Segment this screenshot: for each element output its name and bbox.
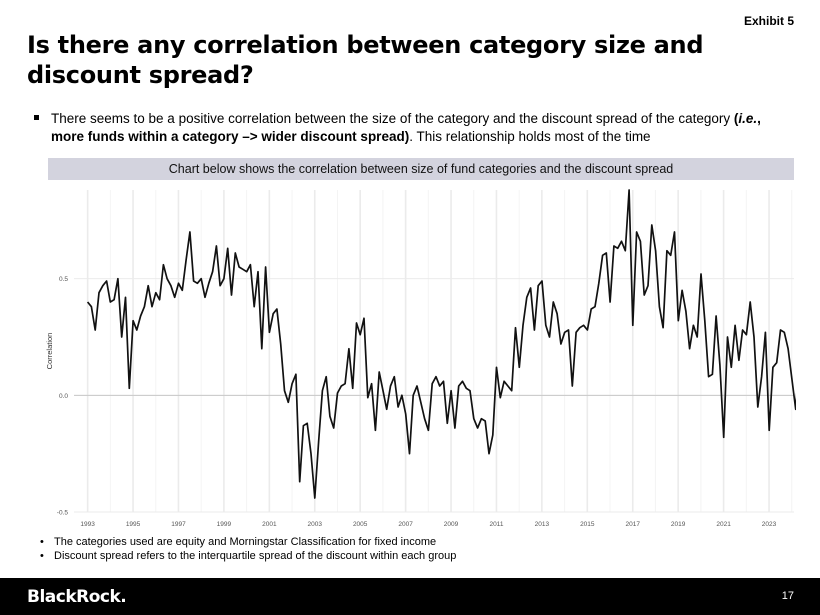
bullet-dot-icon: • xyxy=(40,536,44,548)
x-tick-label: 2007 xyxy=(398,521,413,528)
x-tick-label: 2005 xyxy=(353,521,368,528)
x-tick-label: 1993 xyxy=(80,521,95,528)
bullet-dot-icon: • xyxy=(40,550,44,562)
x-tick-label: 1999 xyxy=(217,521,232,528)
x-tick-label: 2011 xyxy=(489,521,503,528)
square-bullet-icon xyxy=(34,115,39,120)
chart-caption-banner: Chart below shows the correlation betwee… xyxy=(48,158,794,180)
x-tick-label: 2001 xyxy=(262,521,277,528)
footnote-item: • The categories used are equity and Morn… xyxy=(40,536,437,548)
page-number: 17 xyxy=(781,590,794,602)
x-tick-label: 2015 xyxy=(580,521,595,528)
y-tick-label: 0.5 xyxy=(59,276,68,283)
exhibit-label: Exhibit 5 xyxy=(743,14,794,28)
x-tick-label: 2023 xyxy=(762,521,777,528)
correlation-line-chart: 1993 1995 1997 1999 2001 2003 2005 2007 2009 2011… xyxy=(45,189,796,528)
x-tick-label: 2013 xyxy=(535,521,550,528)
key-point-text: There seems to be a positive correlation… xyxy=(51,110,794,146)
page-title: Is there any correlation between categor… xyxy=(27,31,704,89)
x-tick-label: 1995 xyxy=(126,521,141,528)
key-point-text-end: . This relationship holds most of the ti… xyxy=(409,129,651,144)
y-axis-label: Correlation xyxy=(45,333,54,370)
y-tick-label: -0.5 xyxy=(57,510,69,517)
blackrock-logo: BlackRock. xyxy=(27,587,127,607)
correlation-series-line xyxy=(86,189,796,499)
key-point-text-start: There seems to be a positive correlation… xyxy=(51,111,734,126)
key-point-emphasis: (i.e., more funds within a category –> w… xyxy=(51,111,761,144)
footnotes-list: • The categories used are equity and Morn… xyxy=(38,535,456,563)
x-tick-label: 1997 xyxy=(171,521,186,528)
x-tick-label: 2019 xyxy=(671,521,686,528)
x-tick-label: 2021 xyxy=(716,521,731,528)
footnote-item: • Discount spread refers to the interquar… xyxy=(40,550,457,562)
x-tick-label: 2017 xyxy=(626,521,641,528)
key-point-emphasis-ie: i.e. xyxy=(738,111,758,126)
key-point-emphasis-rest: , more funds within a category –> wider … xyxy=(51,111,761,144)
y-tick-label: 0.0 xyxy=(59,393,68,400)
x-tick-label: 2003 xyxy=(308,521,323,528)
x-tick-label: 2009 xyxy=(444,521,459,528)
footer-bar: BlackRock. 17 xyxy=(0,578,820,615)
key-point-bullet: There seems to be a positive correlation… xyxy=(34,110,794,146)
